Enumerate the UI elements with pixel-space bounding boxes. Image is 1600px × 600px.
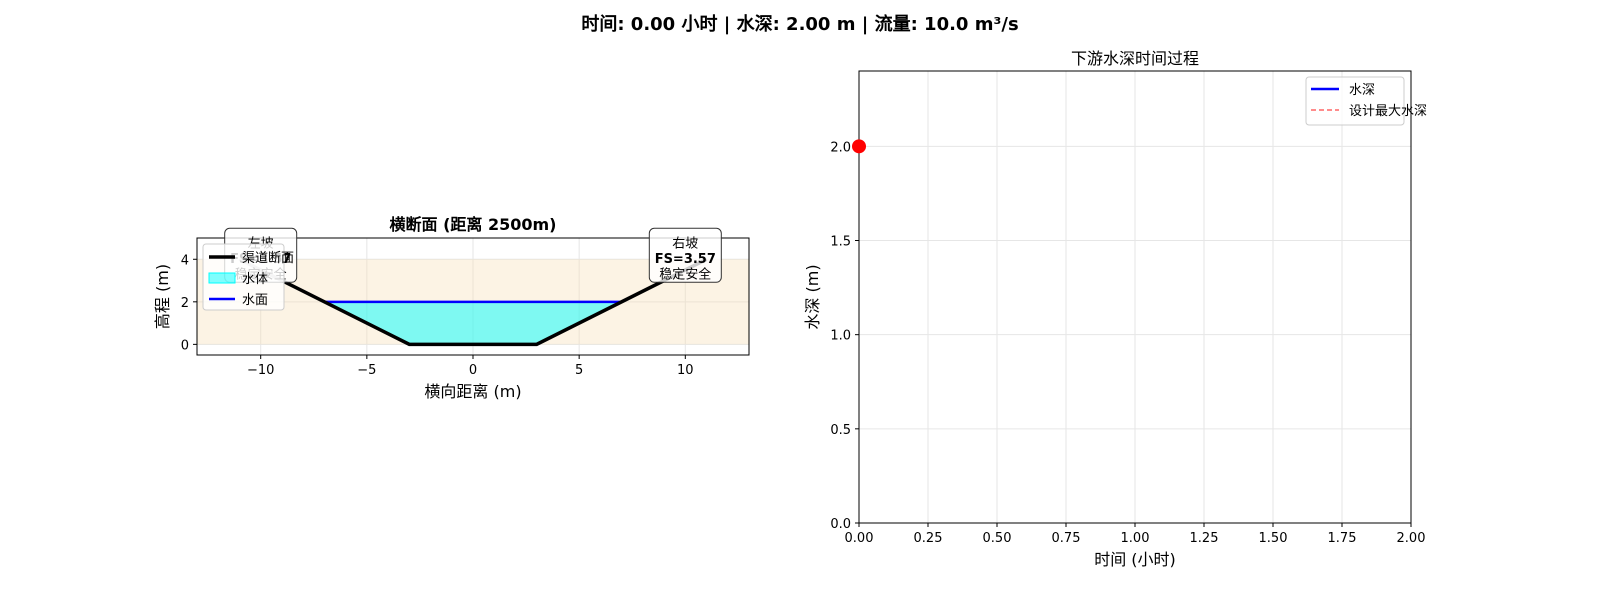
x-tick-label: 1.50 (1259, 531, 1288, 546)
x-tick-label: 5 (575, 363, 583, 378)
x-tick-label: 1.00 (1121, 531, 1150, 546)
y-tick-label: 0.5 (830, 423, 851, 438)
legend-label: 设计最大水深 (1349, 104, 1427, 119)
y-tick-label: 0.0 (830, 517, 851, 532)
slope-label-text: 右坡 (672, 236, 698, 251)
y-tick-label: 0 (181, 338, 189, 353)
x-tick-label: −5 (357, 363, 376, 378)
legend-label: 水面 (242, 293, 268, 308)
x-tick-label: 0.25 (914, 531, 943, 546)
cross-section-chart: −10−50510024左坡FS=3.57稳定安全右坡FS=3.57稳定安全渠道… (153, 215, 750, 401)
x-tick-label: 0.50 (983, 531, 1012, 546)
depth-timeseries-chart: 0.00 0.25 0.50 0.75 1.00 1.25 1.50 1.75 2.00 0.0 0… (803, 49, 1427, 569)
x-tick-label: 10 (677, 363, 694, 378)
y-tick-label: 1.0 (830, 329, 851, 344)
slope-label-box (648, 227, 722, 283)
timeseries-xlabel: 时间 (小时) (1094, 550, 1176, 569)
y-tick-label: 2.0 (830, 140, 851, 155)
channel-profile-line (238, 257, 708, 347)
legend-label: 渠道断面 (242, 251, 294, 266)
x-tick-label: 0.00 (845, 531, 874, 546)
cross-section-xlabel: 横向距离 (m) (424, 382, 521, 401)
cross-section-ylabel: 高程 (m) (153, 264, 172, 329)
timeseries-ylabel: 水深 (m) (803, 264, 822, 329)
legend-label: 水深 (1349, 83, 1375, 98)
legend-label: 水体 (242, 272, 268, 287)
x-tick-label: 1.75 (1328, 531, 1357, 546)
y-tick-label: 2 (181, 296, 189, 311)
y-tick-label: 1.5 (830, 235, 851, 250)
x-tick-label: 0.75 (1052, 531, 1081, 546)
figure-title: 时间: 0.00 小时 | 水深: 2.00 m | 流量: 10.0 m³/s (581, 14, 1019, 35)
y-tick-label: 4 (181, 253, 189, 268)
water-body (324, 301, 622, 345)
x-tick-label: 0 (469, 363, 477, 378)
x-tick-label: 2.00 (1397, 531, 1426, 546)
cross-section-title: 横断面 (距离 2500m) (390, 215, 557, 234)
current-depth-point (852, 139, 866, 154)
timeseries-title: 下游水深时间过程 (1071, 49, 1199, 68)
x-tick-label: −10 (247, 363, 274, 378)
x-tick-label: 1.25 (1190, 531, 1219, 546)
legend-box (202, 243, 285, 311)
slope-label-text: FS=3.57 (655, 252, 716, 267)
legend-swatch (208, 272, 236, 284)
slope-label-text: 稳定安全 (659, 266, 711, 282)
